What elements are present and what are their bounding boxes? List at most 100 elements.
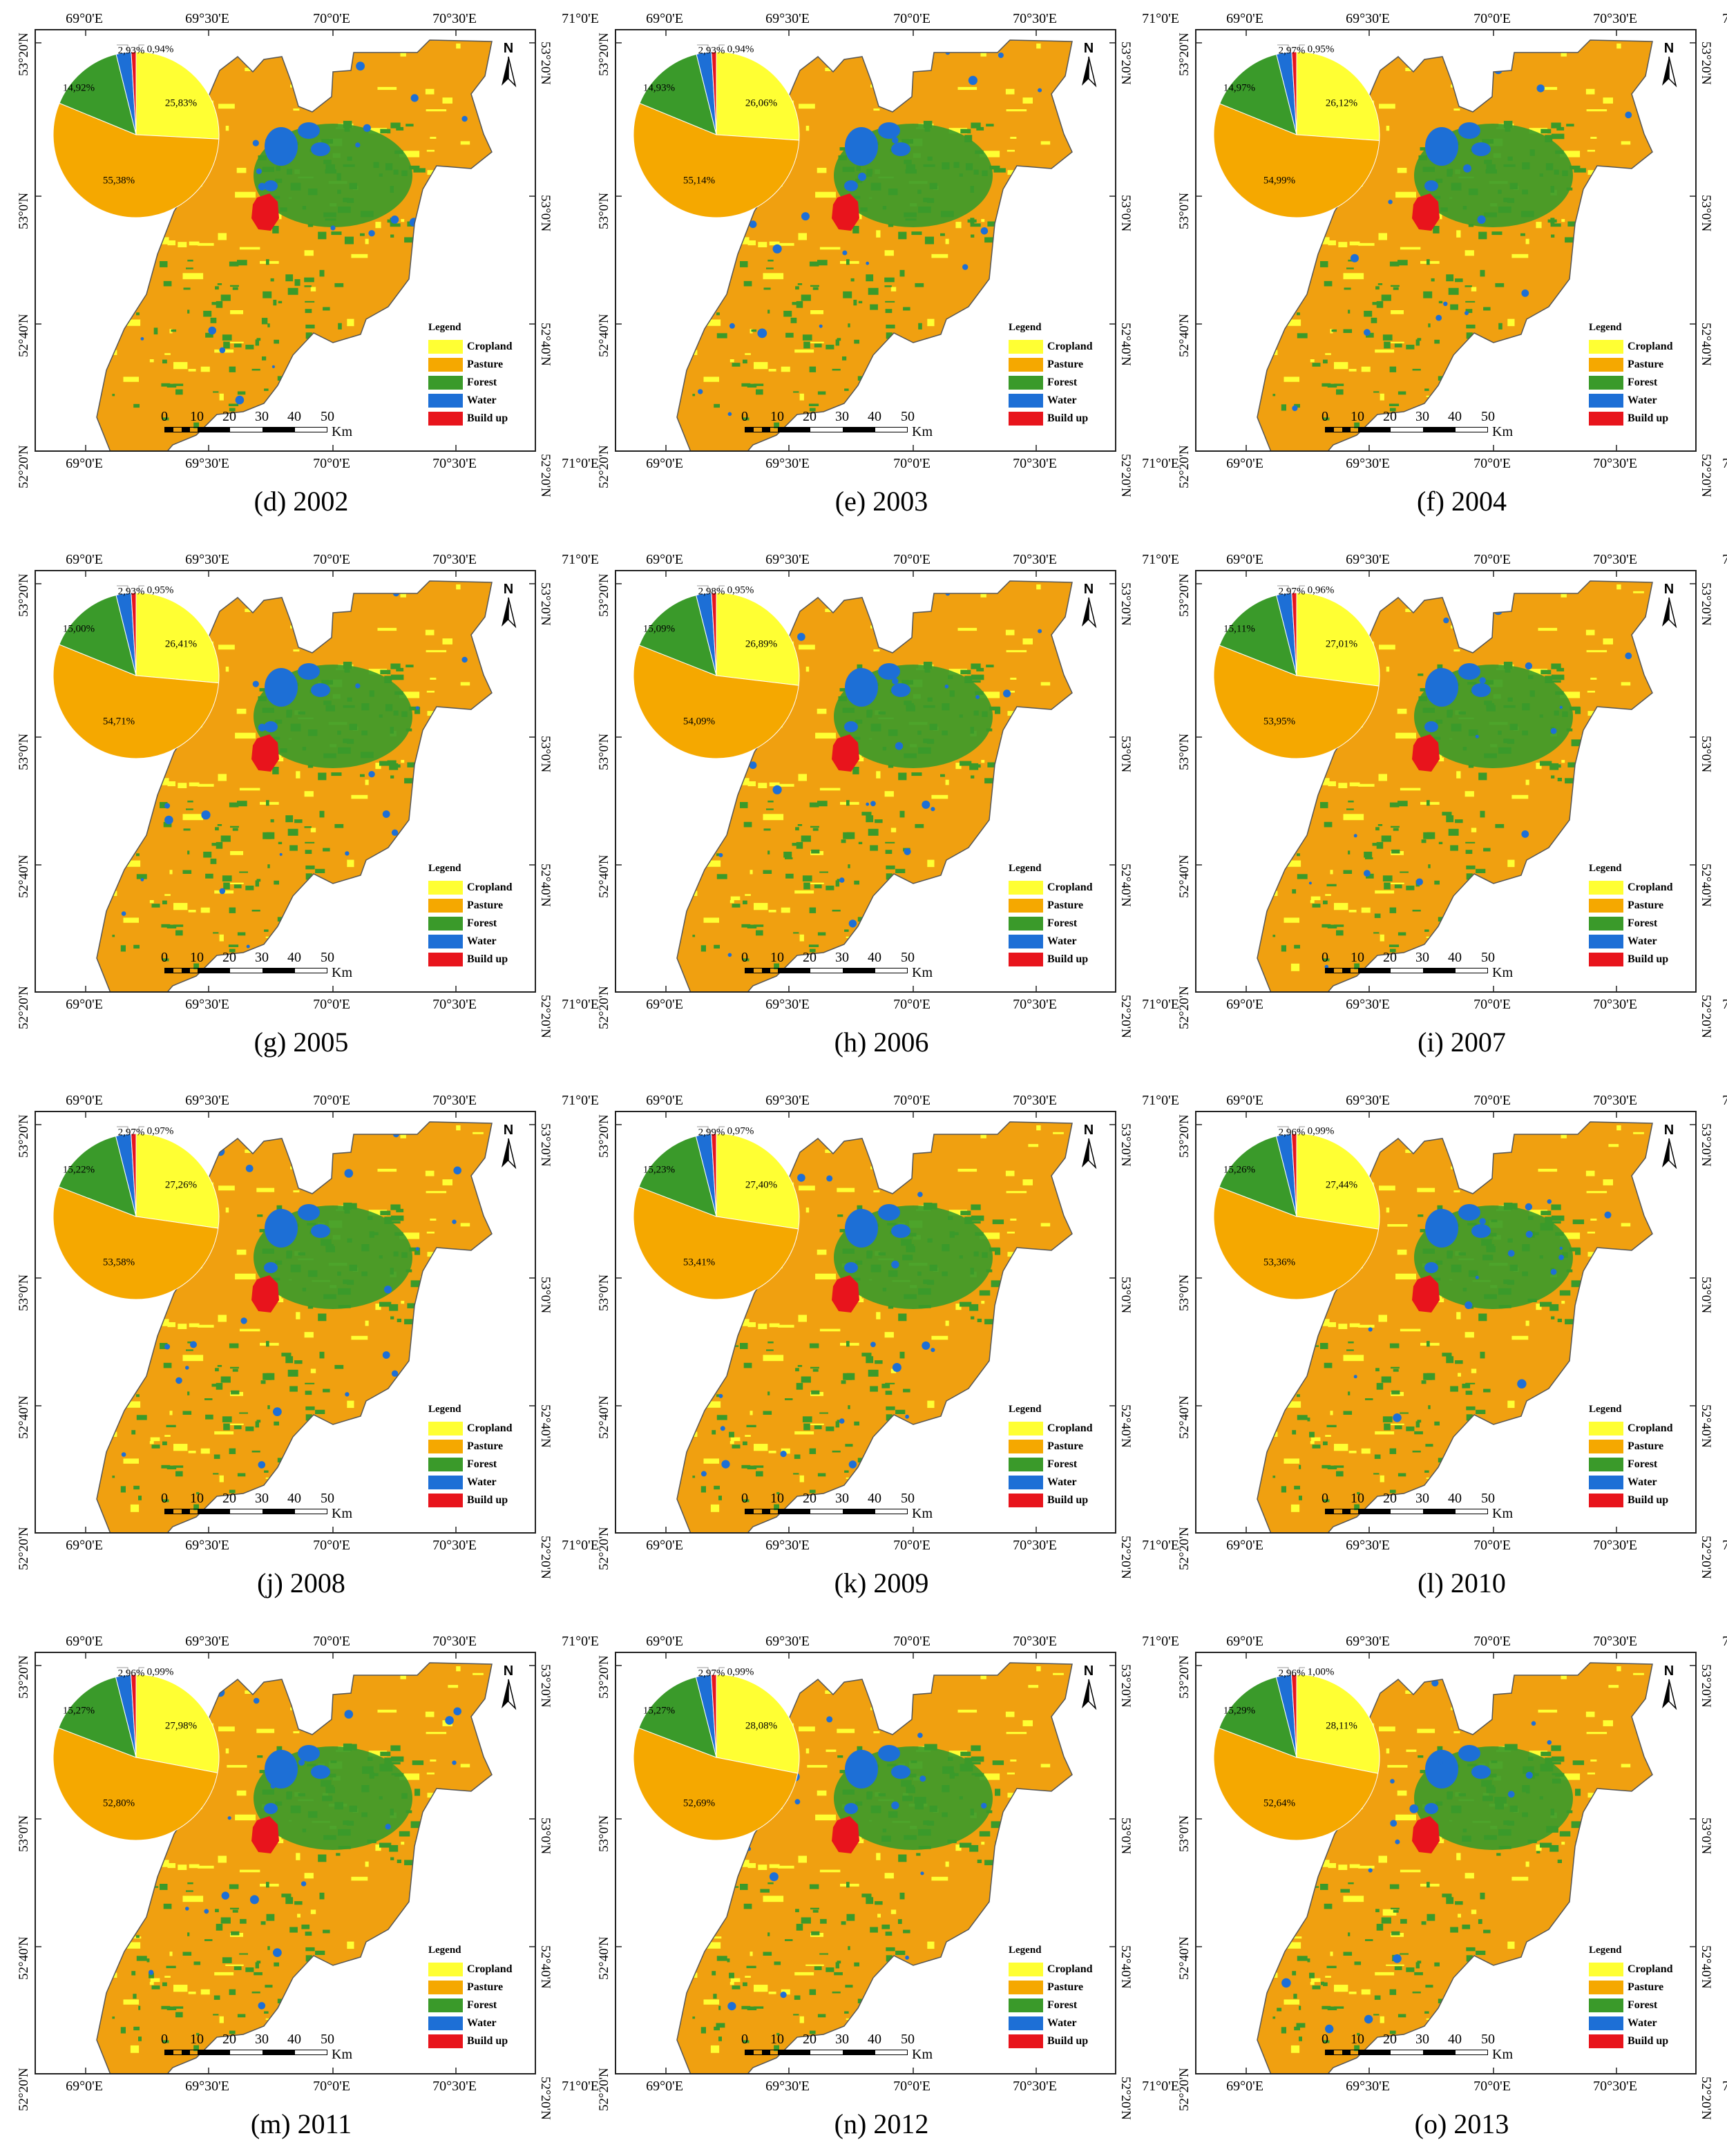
lat-label-left: 52°20'N: [597, 445, 612, 488]
scale-tick-label: 0: [741, 1491, 748, 1507]
pie-label-build-up: 0,95%: [1308, 44, 1335, 56]
lon-label-bottom: 69°30'E: [765, 456, 810, 472]
lon-label-bottom: 69°0'E: [1226, 1538, 1263, 1554]
scale-tick-label: 30: [835, 1491, 849, 1507]
lon-label-top: 70°0'E: [313, 1093, 350, 1109]
panel-caption: (o) 2013: [1415, 2108, 1509, 2140]
scale-unit: Km: [1492, 1506, 1513, 1522]
pie-label-build-up: 1,00%: [1308, 1667, 1335, 1679]
scale-tick-label: 10: [190, 1491, 204, 1507]
lon-label-top: 70°30'E: [1593, 1093, 1637, 1109]
legend-item: Build up: [1589, 2032, 1673, 2050]
lon-label-bottom: 70°30'E: [432, 1538, 477, 1554]
lat-label-left: 52°40'N: [17, 314, 32, 357]
scale-tick-label: 10: [770, 950, 784, 966]
legend-label: Water: [1628, 394, 1657, 407]
legend-swatch: [428, 1458, 463, 1471]
legend-item: Build up: [1589, 410, 1673, 428]
legend-title: Legend: [1009, 322, 1093, 334]
lat-label-right: 52°40'N: [1118, 864, 1133, 907]
lat-label-left: 53°0'N: [597, 193, 612, 229]
scale-tick-label: 20: [1383, 950, 1397, 966]
lat-label-right: 53°20'N: [1118, 1123, 1133, 1167]
scale-tick-label: 30: [835, 409, 849, 425]
legend-item: Build up: [1589, 951, 1673, 969]
lon-label-top: 69°0'E: [1226, 1634, 1263, 1650]
legend-swatch: [428, 953, 463, 966]
pie-chart-container: [616, 1116, 823, 1317]
lon-label-top: 70°0'E: [893, 11, 931, 27]
legend-item: Water: [1009, 1473, 1093, 1491]
legend-swatch: [1009, 376, 1043, 390]
north-arrow-icon: [1662, 1679, 1669, 1708]
legend-item: Pasture: [1589, 897, 1673, 915]
legend-title: Legend: [1009, 1945, 1093, 1956]
legend-swatch: [1009, 358, 1043, 372]
lat-label-right: 53°20'N: [1698, 41, 1713, 85]
scale-tick-label: 20: [803, 950, 817, 966]
legend-label: Forest: [1047, 1458, 1077, 1471]
legend-label: Pasture: [467, 359, 503, 371]
lon-label-bottom: 69°30'E: [765, 1538, 810, 1554]
legend-item: Forest: [428, 1996, 513, 2014]
pie-label-forest: 15,29%: [1223, 1706, 1255, 1717]
legend-label: Forest: [1047, 376, 1077, 389]
lat-label-left: 53°0'N: [17, 734, 32, 770]
lat-label-left: 53°20'N: [597, 573, 612, 617]
scale-tick-label: 0: [161, 409, 168, 425]
lat-label-right: 53°0'N: [537, 736, 553, 772]
lon-label-top: 69°0'E: [1226, 11, 1263, 27]
scale-segment: [165, 969, 173, 973]
pie-label-pasture: 52,69%: [683, 1798, 715, 1810]
lon-label-top: 69°0'E: [646, 1093, 683, 1109]
pie-label-cropland: 26,06%: [745, 98, 777, 110]
pie-label-cropland: 27,26%: [165, 1180, 197, 1192]
scale-segment: [745, 2050, 754, 2054]
panel-caption: (h) 2006: [834, 1026, 929, 1058]
scale-segment: [165, 2050, 173, 2054]
legend-swatch: [1589, 358, 1623, 372]
legend-swatch: [1009, 1440, 1043, 1453]
lat-label-left: 53°20'N: [17, 1114, 32, 1158]
legend-swatch: [1589, 2016, 1623, 2030]
legend-label: Build up: [1628, 1494, 1668, 1507]
lon-label-bottom: 69°30'E: [765, 2079, 810, 2095]
legend-label: Pasture: [467, 899, 503, 912]
scale-bar-graphic: [1325, 968, 1488, 973]
scale-tick-label: 20: [222, 2032, 236, 2048]
scale-segment: [1358, 969, 1391, 973]
lat-label-left: 53°20'N: [17, 1655, 32, 1699]
pie-chart-container: [616, 1657, 823, 1858]
legend-item: Build up: [1009, 2032, 1093, 2050]
pie-chart: [53, 1675, 219, 1840]
lon-label-bottom: 70°30'E: [432, 2079, 477, 2095]
north-arrow-icon: [502, 1679, 508, 1708]
scale-tick-label: 0: [741, 2032, 748, 2048]
pie-label-water: 2,97%: [698, 1668, 725, 1680]
legend-item: Cropland: [428, 1961, 513, 1978]
pie-label-build-up: 0,96%: [1308, 585, 1335, 597]
pie-chart-container: [36, 575, 243, 776]
scale-segment: [843, 2050, 875, 2054]
legend-item: Forest: [428, 915, 513, 933]
pie-chart-container: [36, 35, 243, 235]
scale-tick-label: 0: [1322, 2032, 1328, 2048]
legend-item: Pasture: [1009, 897, 1093, 915]
legend-item: Water: [1589, 392, 1673, 410]
legend-swatch: [1009, 881, 1043, 895]
scale-tick-label: 50: [321, 1491, 334, 1507]
panel-caption: (d) 2002: [254, 485, 349, 517]
legend-swatch: [428, 2016, 463, 2030]
lon-label-bottom: 69°0'E: [66, 456, 103, 472]
pie-label-water: 2,93%: [118, 46, 145, 57]
scale-segment: [745, 428, 754, 432]
lat-label-right: 52°40'N: [1698, 864, 1713, 907]
scale-tick-label: 30: [255, 409, 269, 425]
legend-label: Forest: [1628, 1999, 1657, 2012]
lat-label-right: 52°20'N: [1698, 1536, 1713, 1579]
legend-label: Cropland: [467, 341, 513, 353]
